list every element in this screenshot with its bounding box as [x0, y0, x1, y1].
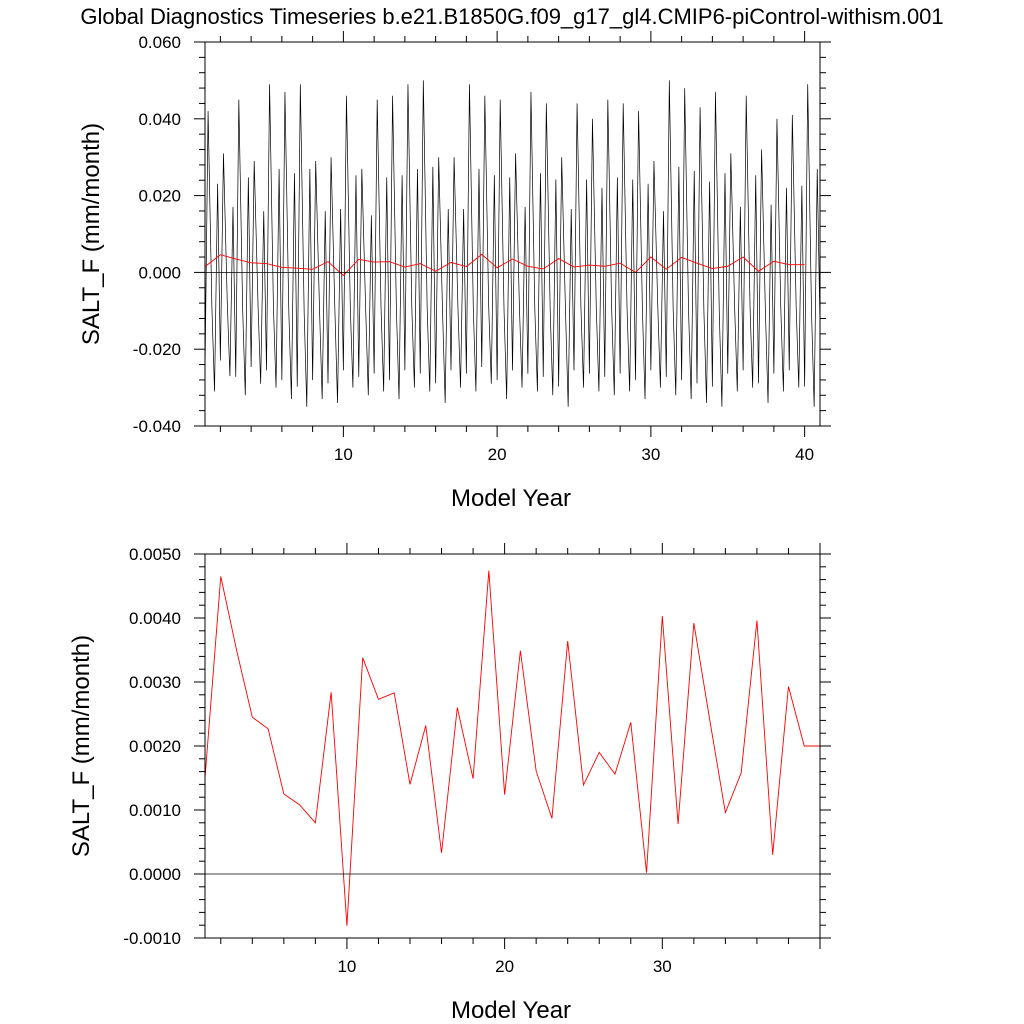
top-ticks: -0.040 -0.020 0.000 0.020 0.040 0.060 10 20 30 40 [133, 31, 831, 464]
top-x-tick-label: 40 [795, 445, 814, 464]
bottom-x-tick-label: 30 [653, 957, 672, 976]
bottom-panel: -0.0010 0.0000 0.0010 0.0020 0.0030 0.0040 0.0… [68, 543, 831, 1024]
bottom-annual-series [204, 570, 820, 926]
bottom-y-axis-label: SALT_F (mm/month) [68, 635, 95, 857]
top-y-tick-label: 0.000 [138, 263, 181, 282]
bottom-y-tick-label: 0.0040 [129, 609, 181, 628]
top-x-tick-label: 10 [334, 445, 353, 464]
top-y-tick-label: -0.040 [133, 417, 181, 436]
bottom-x-tick-label: 10 [337, 957, 356, 976]
bottom-y-tick-label: 0.0010 [129, 801, 181, 820]
top-y-tick-label: -0.020 [133, 340, 181, 359]
top-plot-frame [204, 41, 821, 427]
top-y-axis-label: SALT_F (mm/month) [78, 123, 105, 345]
figure-title: Global Diagnostics Timeseries b.e21.B185… [80, 4, 943, 29]
top-annual-mean-line [204, 253, 805, 277]
bottom-y-tick-label: 0.0030 [129, 673, 181, 692]
bottom-x-tick-label: 20 [495, 957, 514, 976]
bottom-annual-mean-line [204, 570, 820, 926]
top-y-tick-label: 0.020 [138, 187, 181, 206]
top-x-axis-label: Model Year [451, 485, 571, 512]
top-x-tick-label: 30 [641, 445, 660, 464]
top-y-tick-label: 0.060 [138, 33, 181, 52]
bottom-y-tick-label: 0.0000 [129, 865, 181, 884]
bottom-x-axis-label: Model Year [451, 997, 571, 1024]
top-y-tick-label: 0.040 [138, 110, 181, 129]
bottom-y-tick-label: 0.0050 [129, 545, 181, 564]
bottom-ticks: -0.0010 0.0000 0.0010 0.0020 0.0030 0.0040 0.0… [123, 543, 831, 976]
bottom-y-tick-label: 0.0020 [129, 737, 181, 756]
top-monthly-series [204, 80, 821, 407]
top-panel: -0.040 -0.020 0.000 0.020 0.040 0.060 10 20 30 40… [78, 31, 831, 512]
top-monthly-line [204, 80, 821, 407]
top-plot-border [204, 41, 821, 427]
top-annual-series [204, 253, 805, 277]
top-x-tick-label: 20 [488, 445, 507, 464]
bottom-y-tick-label: -0.0010 [123, 929, 181, 948]
